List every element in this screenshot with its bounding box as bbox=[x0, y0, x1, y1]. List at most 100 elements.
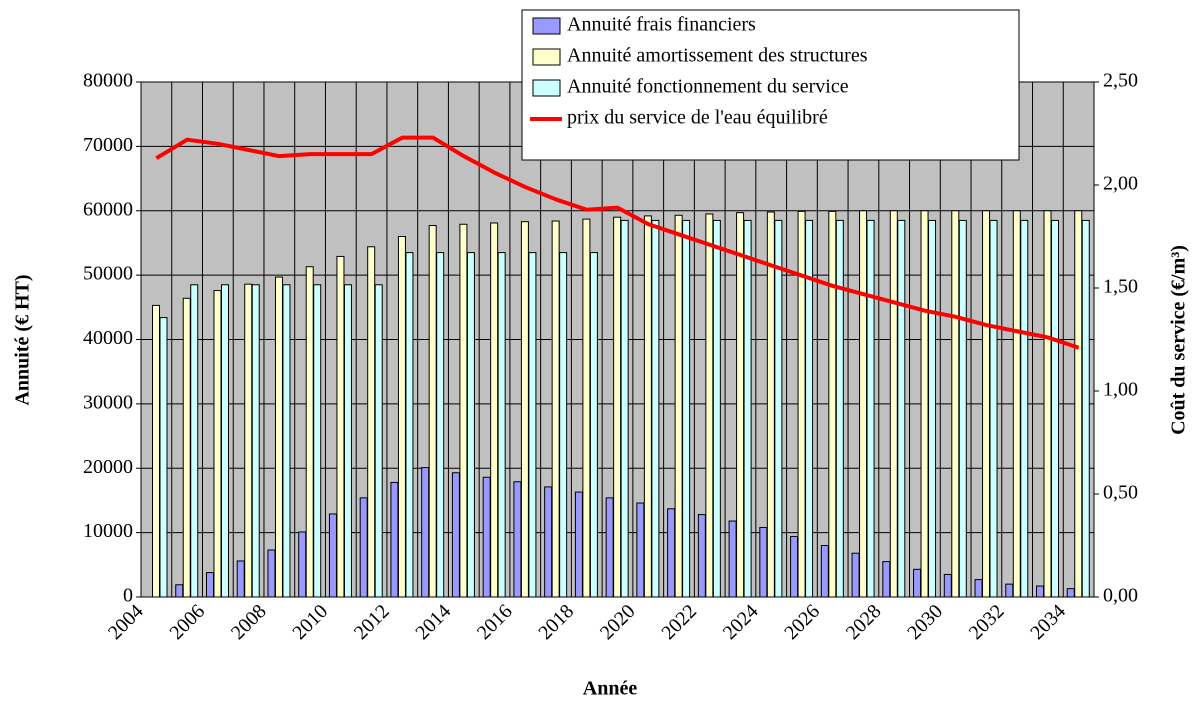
bar bbox=[582, 218, 591, 598]
bar bbox=[913, 568, 922, 598]
bar bbox=[205, 572, 214, 598]
x-tick-label: 2028 bbox=[842, 600, 886, 644]
bar bbox=[390, 481, 399, 598]
x-tick-label: 2018 bbox=[534, 600, 578, 644]
x-tick-label: 2010 bbox=[288, 600, 332, 644]
x-tick-label: 2012 bbox=[350, 600, 394, 644]
legend-label: prix du service de l'eau équilibré bbox=[567, 107, 828, 129]
y-tick-label: 60000 bbox=[83, 198, 133, 220]
bar bbox=[175, 584, 184, 598]
bar bbox=[682, 219, 691, 598]
bar bbox=[620, 219, 629, 598]
bar bbox=[897, 219, 906, 598]
y-axis-title: Annuité (€ HT) bbox=[12, 274, 34, 405]
bar bbox=[152, 304, 160, 598]
bar bbox=[213, 290, 222, 598]
x-tick-label: 2030 bbox=[903, 600, 947, 644]
bar bbox=[774, 219, 783, 598]
bar bbox=[466, 252, 475, 598]
y2-tick-label: 1,00 bbox=[1103, 379, 1138, 401]
bar bbox=[828, 210, 837, 598]
x-tick-label: 2008 bbox=[227, 600, 271, 644]
x-tick-label: 2026 bbox=[780, 600, 824, 644]
bar bbox=[397, 236, 406, 598]
bar bbox=[643, 215, 652, 598]
bar bbox=[613, 216, 622, 598]
bar bbox=[1066, 588, 1075, 598]
y2-tick-label: 2,00 bbox=[1103, 173, 1138, 195]
bar bbox=[943, 573, 952, 598]
y-tick-label: 70000 bbox=[83, 134, 133, 156]
bar bbox=[374, 284, 383, 598]
y-tick-label: 0 bbox=[123, 585, 133, 607]
x-tick-label: 2032 bbox=[965, 600, 1009, 644]
bar bbox=[421, 467, 430, 598]
bar bbox=[866, 219, 875, 598]
bar bbox=[328, 513, 337, 598]
bar bbox=[712, 219, 721, 598]
bar bbox=[190, 284, 199, 598]
bar bbox=[605, 497, 614, 598]
bar bbox=[928, 219, 937, 598]
bar bbox=[805, 219, 814, 598]
line bbox=[155, 135, 1080, 350]
bar bbox=[182, 297, 191, 598]
bar bbox=[428, 225, 437, 598]
bar bbox=[513, 481, 522, 598]
y-tick-label: 50000 bbox=[83, 263, 133, 285]
bar bbox=[982, 210, 991, 598]
bar bbox=[551, 220, 560, 598]
bar bbox=[820, 545, 829, 598]
bar bbox=[920, 210, 929, 598]
y2-tick-label: 2,50 bbox=[1103, 70, 1138, 92]
bar bbox=[367, 246, 376, 598]
bar bbox=[1020, 219, 1029, 598]
bar bbox=[1012, 210, 1021, 598]
bar bbox=[313, 284, 322, 598]
x-axis-title: Année bbox=[583, 678, 638, 700]
bar bbox=[559, 252, 568, 598]
bar bbox=[736, 212, 745, 598]
bar bbox=[244, 283, 253, 598]
bar bbox=[359, 497, 368, 598]
x-tick-label: 2004 bbox=[104, 600, 148, 644]
bar bbox=[728, 520, 737, 598]
bar bbox=[282, 284, 291, 598]
bar bbox=[436, 252, 445, 598]
bar bbox=[528, 252, 537, 598]
y2-tick-label: 0,00 bbox=[1103, 585, 1138, 607]
bar bbox=[674, 214, 683, 598]
bar bbox=[651, 219, 660, 598]
legend-swatch bbox=[532, 48, 561, 66]
bar bbox=[343, 284, 352, 598]
x-tick-label: 2034 bbox=[1026, 600, 1070, 644]
y-tick-label: 40000 bbox=[83, 327, 133, 349]
bar bbox=[459, 223, 468, 598]
bar bbox=[298, 531, 307, 598]
bar bbox=[797, 210, 806, 598]
bar bbox=[305, 266, 314, 598]
bar bbox=[743, 219, 752, 598]
bar bbox=[759, 526, 768, 598]
x-tick-label: 2014 bbox=[411, 600, 455, 644]
bar bbox=[1036, 585, 1045, 598]
x-tick-label: 2006 bbox=[165, 600, 209, 644]
bar bbox=[958, 219, 967, 598]
y2-tick-label: 0,50 bbox=[1103, 482, 1138, 504]
bar bbox=[405, 252, 414, 598]
bar bbox=[667, 508, 676, 598]
bar bbox=[697, 514, 706, 598]
bar bbox=[859, 210, 868, 598]
bar bbox=[520, 221, 529, 598]
bar bbox=[835, 219, 844, 598]
bar bbox=[705, 213, 714, 598]
legend-swatch bbox=[532, 79, 561, 97]
bar bbox=[1043, 210, 1052, 598]
y2-axis-title: Coût du service (€/m³) bbox=[1168, 245, 1190, 435]
bar bbox=[336, 255, 345, 598]
bar bbox=[851, 552, 860, 598]
y-tick-label: 10000 bbox=[83, 520, 133, 542]
y-tick-label: 20000 bbox=[83, 456, 133, 478]
bar bbox=[267, 549, 276, 598]
bar bbox=[236, 560, 245, 598]
